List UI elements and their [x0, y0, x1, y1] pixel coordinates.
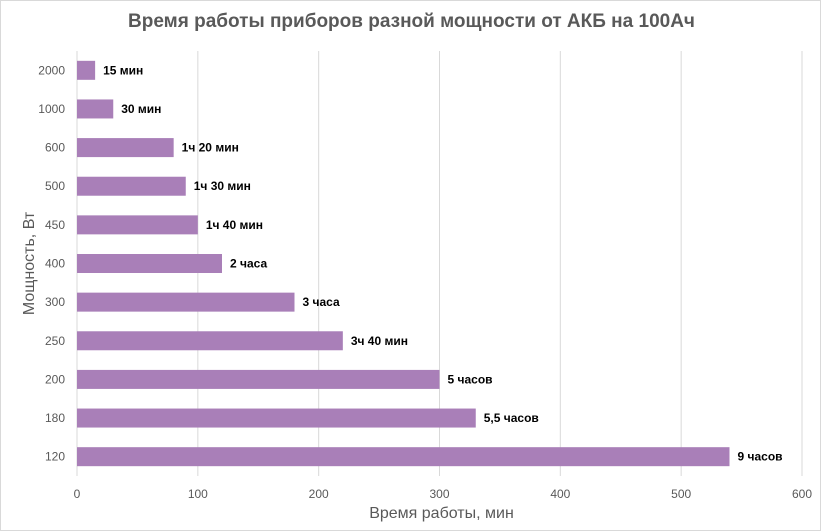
bar [77, 408, 476, 428]
y-tick-label: 120 [45, 450, 65, 464]
bar [77, 369, 440, 389]
y-tick-label: 500 [45, 179, 65, 193]
x-tick-label: 0 [74, 487, 81, 501]
chart-title: Время работы приборов разной мощности от… [128, 11, 695, 32]
data-label: 5,5 часов [484, 411, 539, 425]
bar [77, 331, 343, 351]
y-axis-title: Мощность, Вт [21, 211, 38, 315]
y-tick-label: 200 [45, 372, 65, 386]
y-tick-label: 600 [45, 141, 65, 155]
data-label: 30 мин [121, 102, 161, 116]
x-tick-label: 600 [792, 487, 812, 501]
y-tick-label: 400 [45, 257, 65, 271]
data-label: 1ч 40 мин [206, 218, 263, 232]
y-tick-label: 450 [45, 218, 65, 232]
x-tick-label: 400 [550, 487, 570, 501]
x-tick-label: 200 [309, 487, 329, 501]
y-tick-label: 300 [45, 295, 65, 309]
bar [77, 215, 198, 235]
x-axis-title: Время работы, мин [369, 505, 514, 522]
bar [77, 99, 114, 119]
y-tick-label: 180 [45, 411, 65, 425]
bar [77, 176, 186, 196]
data-label: 1ч 30 мин [194, 179, 251, 193]
data-label: 3ч 40 мин [351, 334, 408, 348]
bar [77, 292, 295, 312]
data-label: 15 мин [103, 63, 143, 77]
bar [77, 447, 730, 467]
data-label: 5 часов [448, 372, 493, 386]
data-label: 9 часов [738, 450, 783, 464]
bar [77, 254, 222, 273]
bar [77, 60, 96, 80]
bar [77, 138, 174, 158]
data-label: 3 часа [303, 295, 340, 309]
x-tick-label: 500 [671, 487, 691, 501]
y-tick-label: 2000 [38, 63, 65, 77]
x-tick-label: 300 [429, 487, 449, 501]
y-tick-label: 1000 [38, 102, 65, 116]
data-label: 2 часа [230, 257, 267, 271]
y-tick-label: 250 [45, 334, 65, 348]
data-label: 1ч 20 мин [182, 141, 239, 155]
x-tick-label: 100 [188, 487, 208, 501]
